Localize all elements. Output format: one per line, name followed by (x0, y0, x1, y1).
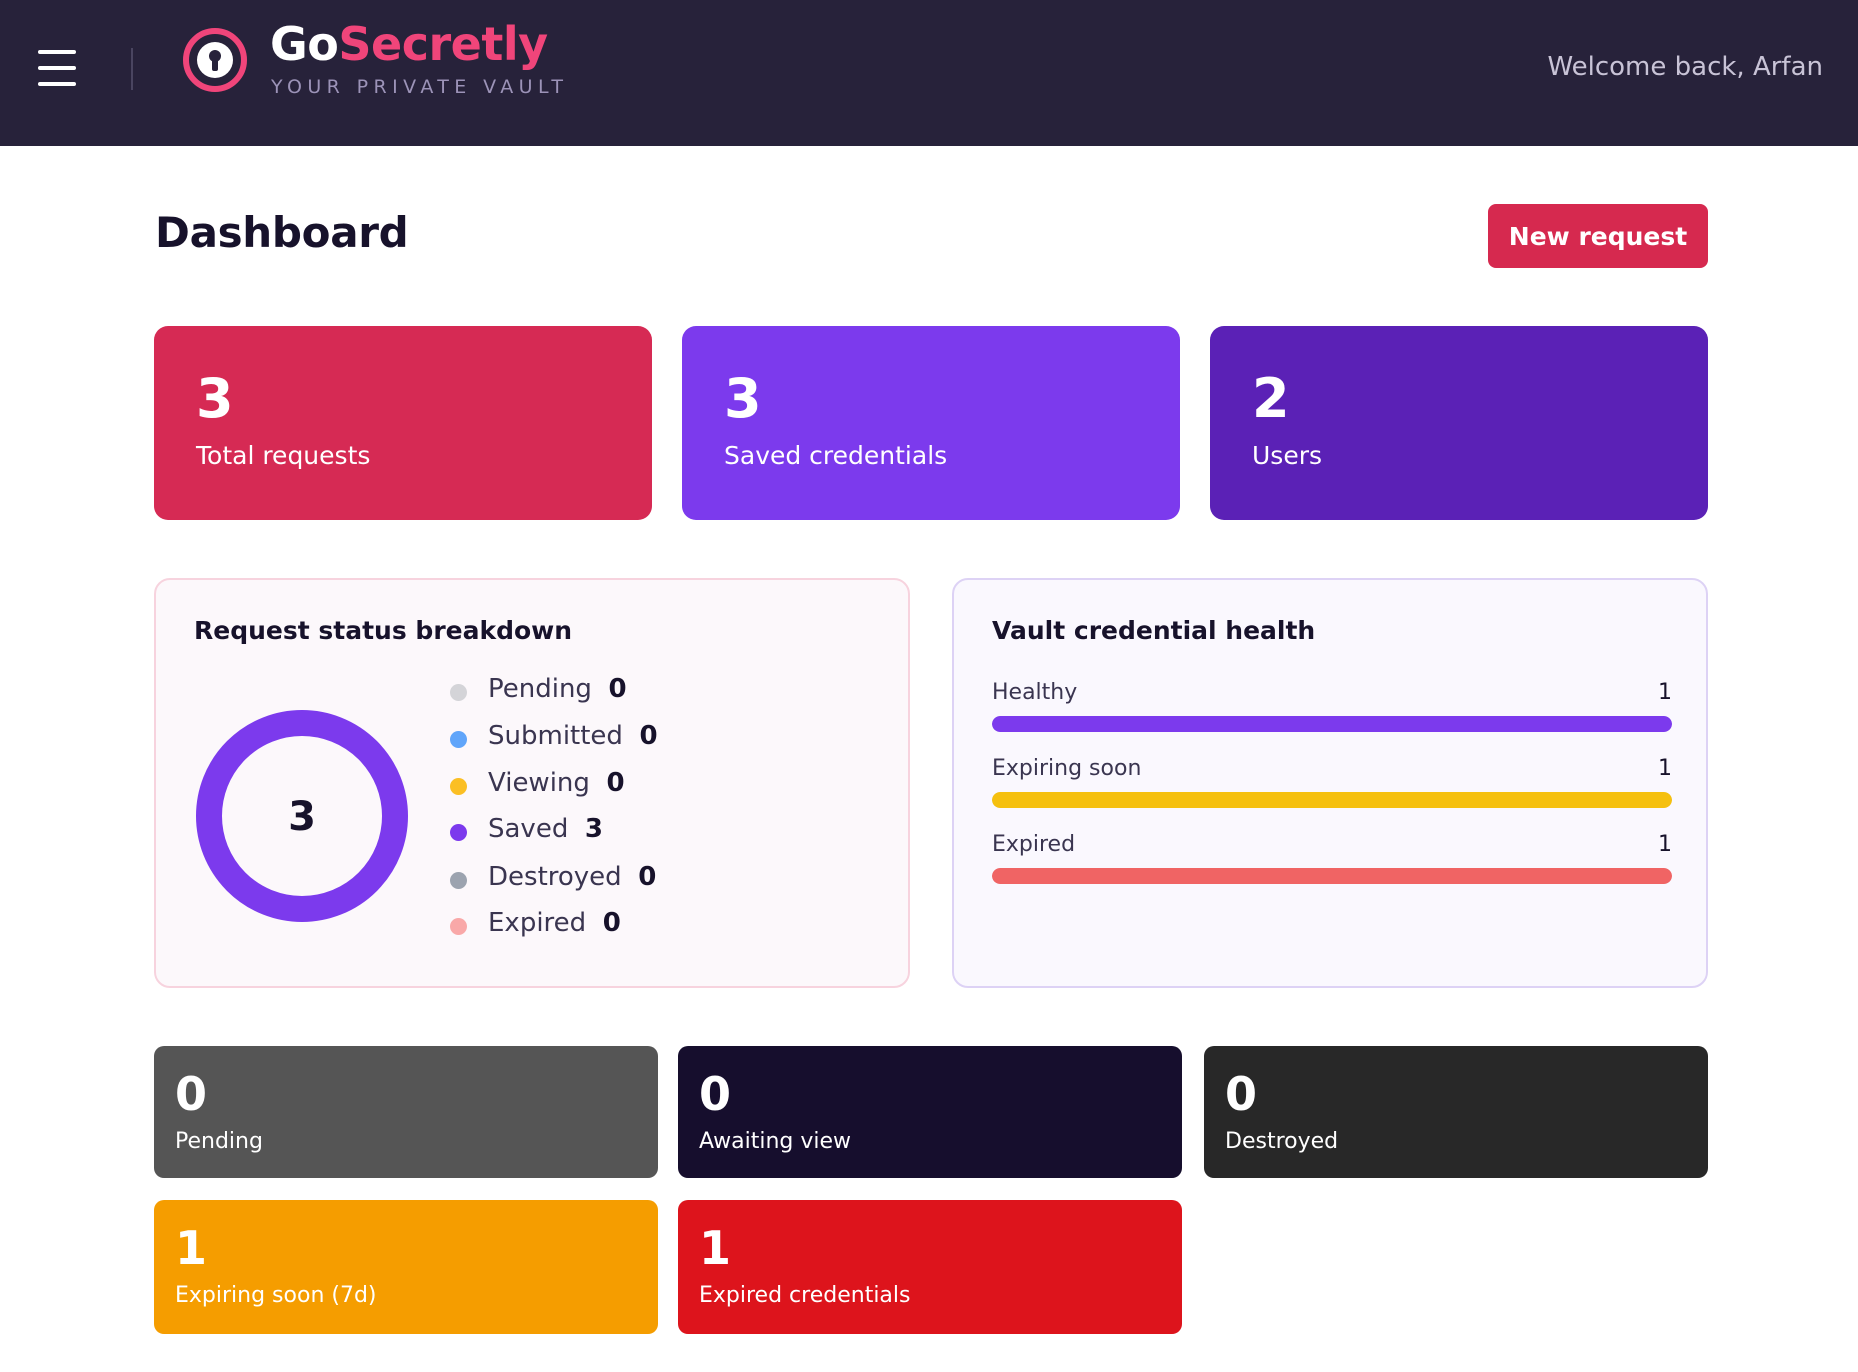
health-value: 1 (1658, 680, 1672, 705)
credential-health-panel: Vault credential health Healthy 1 Expiri… (952, 578, 1708, 988)
legend-value: 0 (608, 674, 627, 704)
health-bar-fill (992, 716, 1672, 732)
stat-card-total-requests[interactable]: 3 Total requests (154, 326, 652, 520)
health-bar-fill (992, 792, 1672, 808)
mini-value: 1 (699, 1221, 732, 1275)
mini-label: Expiring soon (7d) (175, 1283, 377, 1308)
health-label: Expiring soon (992, 756, 1142, 781)
top-bar: GoSecretly YOUR PRIVATE VAULT Welcome ba… (0, 0, 1858, 146)
legend-dot (450, 684, 467, 701)
legend-label: Submitted (488, 721, 623, 751)
mini-card-expiring-soon[interactable]: 1 Expiring soon (7d) (154, 1200, 658, 1334)
keyhole-logo-icon (183, 28, 247, 92)
mini-label: Pending (175, 1129, 263, 1154)
legend-value: 0 (606, 768, 625, 798)
mini-value: 1 (175, 1221, 208, 1275)
legend-dot (450, 778, 467, 795)
health-label: Healthy (992, 680, 1078, 705)
stat-label: Users (1252, 441, 1323, 470)
legend-dot (450, 824, 467, 841)
stat-label: Saved credentials (724, 441, 948, 470)
mini-label: Awaiting view (699, 1129, 852, 1154)
stat-value: 3 (724, 367, 762, 430)
health-value: 1 (1658, 832, 1672, 857)
legend-dot (450, 918, 467, 935)
mini-card-destroyed[interactable]: 0 Destroyed (1204, 1046, 1708, 1178)
mini-card-pending[interactable]: 0 Pending (154, 1046, 658, 1178)
legend-value: 0 (602, 908, 621, 938)
legend-label: Viewing (488, 768, 590, 798)
legend-label: Destroyed (488, 862, 622, 892)
health-bar-track (992, 868, 1672, 884)
stat-label: Total requests (196, 441, 371, 470)
mini-value: 0 (699, 1067, 732, 1121)
brand-secretly: Secretly (338, 17, 548, 71)
donut-total: 3 (288, 794, 316, 840)
health-label: Expired (992, 832, 1076, 857)
health-value: 1 (1658, 756, 1672, 781)
brand-go: Go (270, 17, 339, 71)
panel-title: Request status breakdown (194, 616, 573, 645)
legend-label: Expired (488, 908, 587, 938)
request-status-panel: Request status breakdown 3 Pending 0 Sub… (154, 578, 910, 988)
donut-ring-saved (196, 710, 408, 922)
health-bar-track (992, 792, 1672, 808)
mini-card-expired-credentials[interactable]: 1 Expired credentials (678, 1200, 1182, 1334)
mini-card-awaiting-view[interactable]: 0 Awaiting view (678, 1046, 1182, 1178)
mini-value: 0 (1225, 1067, 1258, 1121)
welcome-message: Welcome back, Arfan (1547, 52, 1823, 82)
new-request-button[interactable]: New request (1488, 204, 1708, 268)
health-bar-track (992, 716, 1672, 732)
brand-tagline: YOUR PRIVATE VAULT (271, 76, 569, 98)
page-title: Dashboard (155, 208, 409, 257)
mini-label: Destroyed (1225, 1129, 1339, 1154)
status-donut-chart: 3 (196, 710, 408, 922)
stat-card-saved-credentials[interactable]: 3 Saved credentials (682, 326, 1180, 520)
panel-title: Vault credential health (992, 616, 1316, 645)
health-bar-fill (992, 868, 1672, 884)
menu-icon[interactable] (38, 50, 76, 86)
legend-value: 3 (584, 814, 603, 844)
mini-value: 0 (175, 1067, 208, 1121)
mini-label: Expired credentials (699, 1283, 911, 1308)
legend-value: 0 (638, 862, 657, 892)
stat-value: 3 (196, 367, 234, 430)
legend-label: Saved (488, 814, 569, 844)
legend-label: Pending (488, 674, 592, 704)
stat-card-users[interactable]: 2 Users (1210, 326, 1708, 520)
brand-name: GoSecretly (270, 16, 548, 72)
legend-dot (450, 872, 467, 889)
legend-dot (450, 731, 467, 748)
header-divider (131, 48, 133, 90)
stat-value: 2 (1252, 367, 1290, 430)
legend-value: 0 (639, 721, 658, 751)
